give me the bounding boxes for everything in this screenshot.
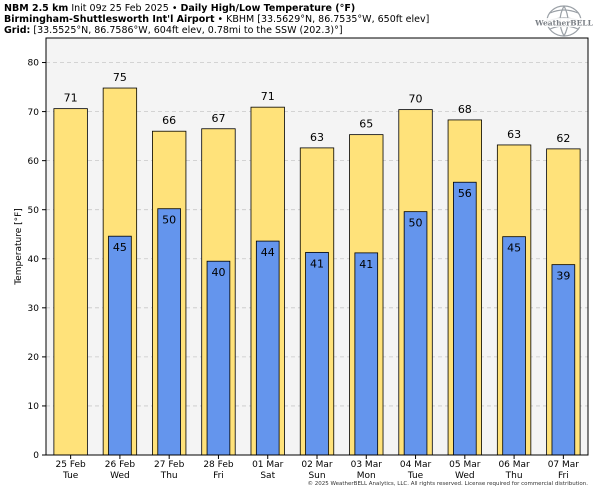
low-temp-bar — [403, 211, 428, 456]
low-temp-label: 56 — [458, 187, 472, 200]
bars: 71 75 45 66 50 67 40 71 44 63 41 65 41 70 50 68 56 63 45 62… — [53, 71, 581, 456]
y-axis-label: Temperature [°F] — [14, 208, 24, 286]
low-temp-bar — [108, 235, 132, 456]
high-temp-label: 67 — [211, 112, 225, 125]
high-temp-label: 63 — [310, 131, 324, 144]
high-temp-label: 71 — [64, 92, 78, 105]
high-temp-label: 62 — [556, 132, 570, 145]
low-temp-label: 44 — [261, 246, 275, 259]
y-tick-label: 20 — [28, 353, 40, 363]
weatherbell-logo: WeatherBELL — [534, 5, 594, 37]
grid-info: [33.5525°N, 86.7586°W, 604ft elev, 0.78m… — [33, 25, 343, 36]
station-info: KBHM [33.5629°N, 86.7535°W, 650ft elev] — [226, 14, 430, 25]
low-temp-label: 50 — [162, 214, 176, 227]
x-tick-date: 07 Mar — [548, 460, 580, 470]
y-tick-label: 60 — [28, 157, 40, 167]
x-tick-date: 02 Mar — [301, 460, 333, 470]
x-tick-day: Thu — [505, 471, 523, 481]
plot-frame — [45, 37, 589, 456]
y-tick-label: 50 — [28, 206, 40, 216]
low-temp-bar — [354, 252, 379, 456]
high-temp-label: 71 — [261, 90, 275, 103]
y-tick-label: 30 — [28, 304, 40, 314]
separator: • — [217, 14, 224, 25]
low-temp-bar — [157, 208, 181, 456]
y-tick-label: 70 — [28, 108, 40, 118]
x-tick-day: Sat — [260, 471, 275, 481]
x-tick-date: 04 Mar — [400, 460, 432, 470]
x-tick-day: Thu — [160, 471, 178, 481]
copyright-footer: © 2025 WeatherBELL Analytics, LLC. All r… — [307, 481, 588, 487]
model-name: NBM 2.5 km — [4, 3, 69, 14]
low-temp-bar — [305, 251, 329, 456]
y-axis-ticks: 0 10 20 30 40 50 60 70 80 — [28, 59, 46, 461]
x-tick-day: Wed — [110, 471, 130, 481]
header-line-3: Grid: [33.5525°N, 86.7586°W, 604ft elev,… — [4, 25, 343, 36]
x-tick-day: Fri — [213, 471, 224, 481]
x-tick-day: Fri — [558, 471, 569, 481]
high-temp-label: 68 — [458, 103, 472, 116]
low-temp-label: 45 — [113, 241, 127, 254]
x-tick-date: 28 Feb — [203, 460, 234, 470]
y-tick-label: 80 — [28, 59, 40, 69]
y-tick-label: 40 — [28, 255, 40, 265]
logo-text: WeatherBELL — [534, 19, 593, 28]
product-title: Daily High/Low Temperature (°F) — [180, 3, 356, 14]
high-temp-label: 63 — [507, 128, 521, 141]
high-temp-label: 70 — [409, 93, 423, 106]
x-tick-date: 26 Feb — [105, 460, 136, 470]
low-temp-label: 41 — [310, 257, 324, 270]
x-tick-date: 27 Feb — [154, 460, 185, 470]
low-temp-label: 41 — [359, 258, 373, 271]
x-tick-day: Tue — [407, 471, 424, 481]
high-temp-bar — [53, 108, 88, 456]
header-line-1: NBM 2.5 km Init 09z 25 Feb 2025 • Daily … — [4, 3, 355, 14]
low-temp-label: 50 — [409, 217, 423, 230]
high-temp-label: 75 — [113, 71, 127, 84]
low-temp-bar — [551, 264, 576, 456]
grid-label: Grid: — [4, 25, 31, 36]
x-tick-day: Wed — [455, 471, 475, 481]
x-tick-date: 06 Mar — [498, 460, 530, 470]
station-name: Birmingham-Shuttlesworth Int'l Airport — [4, 14, 215, 25]
x-tick-day: Tue — [62, 471, 79, 481]
header-line-2: Birmingham-Shuttlesworth Int'l Airport •… — [4, 14, 429, 25]
low-temp-label: 39 — [556, 270, 570, 283]
y-tick-label: 0 — [33, 451, 39, 461]
low-temp-bar — [206, 260, 231, 456]
x-tick-date: 01 Mar — [252, 460, 284, 470]
x-tick-day: Mon — [357, 471, 376, 481]
x-tick-date: 25 Feb — [56, 460, 87, 470]
x-tick-date: 05 Mar — [449, 460, 481, 470]
init-time: Init 09z 25 Feb 2025 — [71, 3, 169, 14]
x-tick-day: Sun — [308, 471, 325, 481]
low-temp-bar — [255, 240, 280, 456]
high-temp-label: 66 — [162, 114, 176, 127]
low-temp-label: 40 — [211, 266, 225, 279]
separator: • — [171, 3, 178, 14]
x-tick-date: 03 Mar — [351, 460, 383, 470]
y-tick-label: 10 — [28, 402, 40, 412]
low-temp-bar — [453, 181, 477, 456]
high-temp-label: 65 — [359, 118, 373, 131]
low-temp-label: 45 — [507, 242, 521, 255]
low-temp-bar — [502, 236, 526, 456]
